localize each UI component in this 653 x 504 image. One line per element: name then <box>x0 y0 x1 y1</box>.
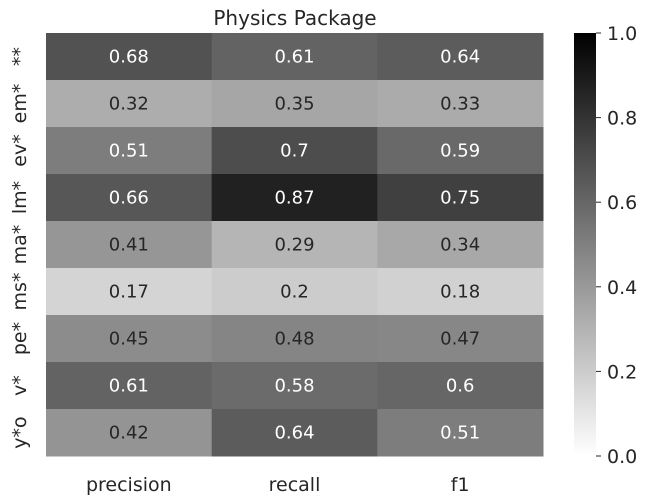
cell-value-label: 0.7 <box>280 141 309 162</box>
heatmap-cell <box>377 174 544 222</box>
cell-value-label: 0.87 <box>274 188 314 209</box>
heatmap-cell <box>377 268 544 316</box>
cell-value-label: 0.42 <box>109 423 149 444</box>
cell-value-label: 0.66 <box>109 188 149 209</box>
cell-value-label: 0.6 <box>446 376 475 397</box>
y-tick-label: ma* <box>9 225 31 265</box>
x-tick-label: precision <box>86 474 172 496</box>
colorbar-tick-label: 0.6 <box>607 192 637 214</box>
y-tick-label: pe* <box>9 322 31 355</box>
heatmap-cells: 0.68 0.61 0.64 0.32 0.35 0.33 0.51 0.7 0.59 0.66 0… <box>46 33 544 457</box>
cell-value-label: 0.61 <box>109 376 149 397</box>
y-tick-label: em* <box>9 84 31 124</box>
cell-value-label: 0.34 <box>440 235 480 256</box>
cell-value-label: 0.35 <box>274 94 314 115</box>
heatmap-cell <box>211 127 378 175</box>
cell-value-label: 0.18 <box>440 282 480 303</box>
cell-value-label: 0.48 <box>274 329 314 350</box>
cell-value-label: 0.17 <box>109 282 149 303</box>
heatmap-cell <box>377 221 544 269</box>
heatmap-cell <box>211 409 378 457</box>
cell-value-label: 0.2 <box>280 282 309 303</box>
y-tick-label: lm* <box>9 181 31 214</box>
heatmap-cell <box>211 174 378 222</box>
x-tick-label: f1 <box>451 474 470 496</box>
colorbar: 0.0 0.2 0.4 0.6 0.8 1.0 <box>574 23 637 468</box>
cell-value-label: 0.75 <box>440 188 480 209</box>
heatmap-cell <box>211 80 378 128</box>
heatmap-cell <box>46 362 213 410</box>
cell-value-label: 0.45 <box>109 329 149 350</box>
heatmap-cell <box>211 221 378 269</box>
heatmap-cell <box>377 33 544 81</box>
heatmap-cell <box>46 80 213 128</box>
cell-value-label: 0.47 <box>440 329 480 350</box>
cell-value-label: 0.41 <box>109 235 149 256</box>
y-axis-tick-labels: ** em* ev* lm* ma* ms* pe* v* y*o <box>9 47 31 449</box>
cell-value-label: 0.64 <box>274 423 314 444</box>
cell-value-label: 0.58 <box>274 376 314 397</box>
y-tick-label: y*o <box>9 416 31 448</box>
heatmap-cell <box>46 315 213 363</box>
cell-value-label: 0.51 <box>440 423 480 444</box>
heatmap-cell <box>46 127 213 175</box>
cell-value-label: 0.64 <box>440 47 480 68</box>
heatmap-cell <box>377 80 544 128</box>
cell-value-label: 0.29 <box>274 235 314 256</box>
heatmap-cell <box>211 362 378 410</box>
heatmap-cell <box>377 409 544 457</box>
colorbar-gradient <box>574 33 596 456</box>
heatmap-cell <box>211 268 378 316</box>
heatmap-cell <box>211 315 378 363</box>
y-tick-label: ** <box>9 47 31 66</box>
colorbar-tick-label: 0.2 <box>607 361 637 383</box>
cell-value-label: 0.61 <box>274 47 314 68</box>
heatmap-cell <box>46 33 213 81</box>
cell-value-label: 0.68 <box>109 47 149 68</box>
x-tick-label: recall <box>269 474 321 496</box>
heatmap-cell <box>211 33 378 81</box>
heatmap-cell <box>46 221 213 269</box>
y-tick-label: v* <box>9 375 31 396</box>
heatmap-cell <box>377 127 544 175</box>
heatmap-cell <box>377 362 544 410</box>
colorbar-tick-label: 0.8 <box>607 108 637 130</box>
cell-value-label: 0.59 <box>440 141 480 162</box>
cell-value-label: 0.33 <box>440 94 480 115</box>
colorbar-tick-label: 1.0 <box>607 23 637 45</box>
cell-value-label: 0.51 <box>109 141 149 162</box>
colorbar-tick-label: 0.4 <box>607 277 637 299</box>
y-tick-label: ms* <box>9 273 31 311</box>
y-tick-label: ev* <box>9 134 31 166</box>
heatmap-cell <box>46 174 213 222</box>
x-axis-tick-labels: precision recall f1 <box>86 474 470 496</box>
colorbar-tick-label: 0.0 <box>607 446 637 468</box>
heatmap-cell <box>377 315 544 363</box>
heatmap-cell <box>46 268 213 316</box>
cell-value-label: 0.32 <box>109 94 149 115</box>
heatmap-cell <box>46 409 213 457</box>
chart-title: Physics Package <box>213 6 376 30</box>
